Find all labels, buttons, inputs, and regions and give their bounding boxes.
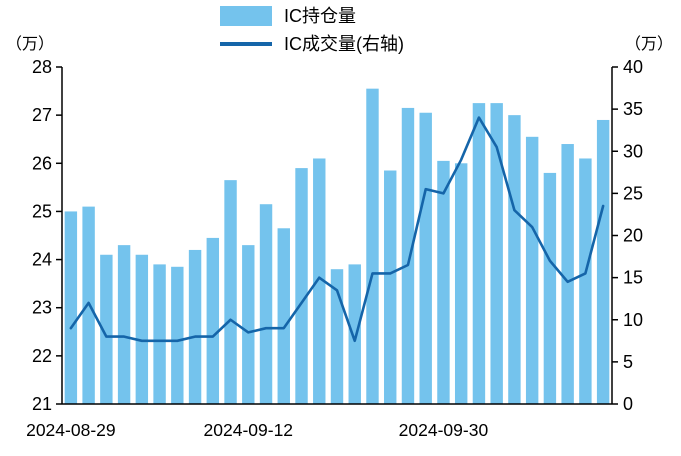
bar	[153, 264, 166, 404]
bar	[472, 103, 486, 405]
right-axis-unit-label: （万）	[624, 36, 673, 53]
bar	[490, 103, 503, 405]
right-tick-label: 10	[623, 310, 643, 330]
right-tick-label: 25	[623, 183, 643, 203]
bar-series-label: IC持仓量	[284, 6, 356, 26]
bar	[100, 254, 113, 404]
left-tick-label: 27	[32, 105, 52, 125]
line-series-swatch	[220, 42, 272, 46]
chart-legend: IC持仓量 IC成交量(右轴)	[220, 6, 404, 53]
bar	[525, 136, 539, 404]
bar	[64, 211, 78, 404]
left-tick-label: 28	[32, 57, 52, 77]
bar	[277, 228, 290, 404]
bar	[579, 158, 592, 404]
bar	[508, 115, 521, 404]
left-tick-label: 25	[32, 201, 52, 221]
bar-series-swatch	[220, 6, 272, 26]
bar	[188, 249, 202, 404]
bar	[454, 163, 468, 404]
volume-line	[69, 116, 605, 343]
right-tick-label: 30	[623, 141, 643, 161]
left-axis-unit-label: （万）	[6, 36, 55, 53]
bar	[206, 237, 220, 404]
bar	[384, 170, 397, 404]
bar	[224, 180, 237, 404]
bar	[117, 245, 131, 404]
x-tick-label: 2024-09-30	[399, 420, 489, 440]
bar	[259, 204, 273, 404]
bar	[295, 168, 308, 404]
right-tick-label: 15	[623, 268, 643, 288]
bar	[419, 112, 432, 405]
right-tick-label: 20	[623, 226, 643, 246]
x-tick-label: 2024-08-29	[26, 420, 116, 440]
right-tick-label: 35	[623, 99, 643, 119]
bar	[348, 264, 361, 404]
left-tick-label: 26	[32, 153, 52, 173]
legend-item-volume: IC成交量(右轴)	[220, 35, 404, 53]
bar	[242, 245, 255, 404]
x-tick-label: 2024-09-12	[204, 420, 294, 440]
left-tick-label: 22	[32, 346, 52, 366]
bar	[171, 266, 184, 404]
bar	[543, 172, 557, 404]
bar	[313, 158, 326, 404]
left-tick-label: 24	[32, 250, 52, 270]
bar	[437, 160, 450, 404]
bar	[135, 254, 149, 404]
right-tick-label: 0	[623, 394, 633, 414]
right-tick-label: 40	[623, 57, 643, 77]
bar	[366, 88, 379, 404]
legend-item-open-interest: IC持仓量	[220, 6, 404, 26]
right-tick-label: 5	[623, 352, 633, 372]
left-tick-label: 21	[32, 394, 52, 414]
left-tick-label: 23	[32, 298, 52, 318]
line-series-label: IC成交量(右轴)	[284, 34, 404, 54]
bar	[561, 144, 574, 404]
bar	[401, 107, 415, 405]
bar	[596, 119, 610, 405]
